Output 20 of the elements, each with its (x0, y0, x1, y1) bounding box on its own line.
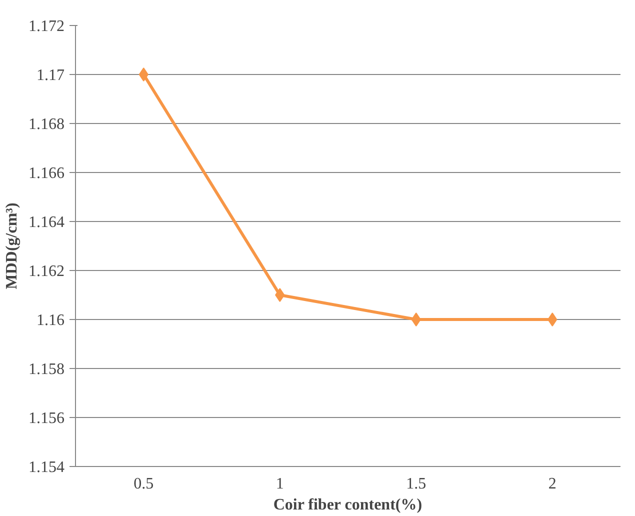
y-tick-label: 1.166 (28, 165, 64, 182)
x-tick-label: 1 (276, 476, 284, 492)
x-axis-title: Coir fiber content(%) (273, 496, 422, 514)
y-tick-label: 1.17 (36, 67, 64, 84)
y-tick-label: 1.164 (28, 214, 64, 231)
point (548, 312, 558, 326)
x-tick-label: 0.5 (134, 476, 154, 492)
y-tick-label: 1.16 (36, 312, 64, 329)
x-tick-label: 1.5 (406, 476, 426, 492)
x-tick-label: 2 (548, 476, 556, 492)
y-tick-label: 1.172 (28, 18, 64, 35)
point (138, 68, 148, 82)
y-axis-title: MDD(g/cm³) (4, 202, 20, 290)
y-tick-label: 1.154 (28, 459, 64, 476)
y-tick-label: 1.162 (28, 263, 64, 280)
point (275, 288, 285, 302)
y-tick-label: 1.158 (28, 361, 64, 378)
y-tick-label: 1.156 (28, 410, 64, 427)
y-tick-label: 1.168 (28, 116, 64, 133)
point (411, 312, 421, 326)
